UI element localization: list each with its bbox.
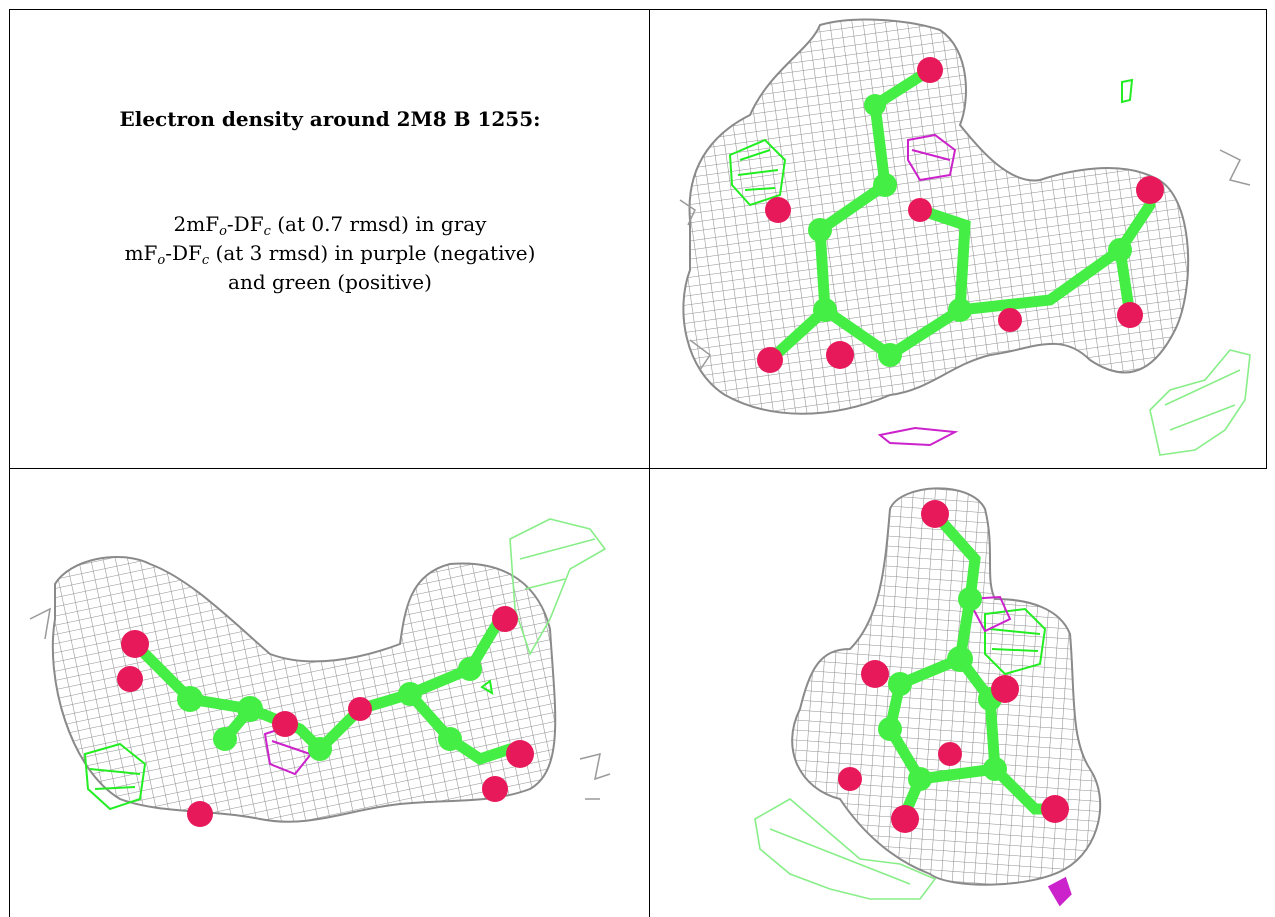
green-mesh-small — [480, 679, 494, 695]
oxygen-atoms — [117, 606, 534, 827]
caption-line-2fofc: 2mFo-DFc (at 0.7 rmsd) in gray — [173, 212, 487, 239]
purple-mesh-negative-upper — [966, 595, 1012, 633]
density-image-3 — [754, 487, 1102, 907]
caption-body: 2mFo-DFc (at 0.7 rmsd) in gray mFo-DFc (… — [10, 210, 649, 297]
density-view-bottom-right — [650, 469, 1267, 917]
green-mesh-small — [1121, 78, 1134, 104]
density-view-bottom-left — [10, 469, 649, 917]
green-mesh-faint — [754, 798, 937, 900]
table-column-divider — [649, 9, 650, 917]
table-border-left — [9, 9, 10, 917]
caption-line-positive: and green (positive) — [228, 270, 432, 294]
density-image-1 — [679, 18, 1251, 456]
gray-mesh-2fofc — [51, 556, 557, 823]
green-mesh-positive — [83, 742, 147, 811]
green-mesh-positive — [984, 607, 1047, 676]
density-image-2 — [29, 518, 611, 827]
caption-line-fofc: mFo-DFc (at 3 rmsd) in purple (negative) — [124, 241, 536, 268]
carbon-atoms — [878, 587, 1007, 791]
carbon-atoms — [808, 94, 1132, 367]
purple-mesh-negative — [1047, 876, 1072, 907]
purple-mesh-negative — [907, 133, 957, 182]
oxygen-atoms — [757, 57, 1164, 373]
caption-cell: Electron density around 2M8 B 1255: 2mFo… — [10, 10, 649, 468]
table-border-right — [1266, 9, 1267, 468]
figure-table: Electron density around 2M8 B 1255: 2mFo… — [9, 9, 1267, 917]
purple-mesh-negative-lower — [877, 426, 959, 447]
gray-mesh-2fofc — [791, 487, 1102, 886]
green-mesh-faint — [509, 518, 607, 656]
density-view-top-right — [650, 10, 1266, 468]
carbon-atoms — [177, 657, 482, 761]
green-mesh-faint — [1149, 349, 1251, 456]
caption-title: Electron density around 2M8 B 1255: — [119, 107, 541, 131]
table-border-top — [9, 9, 1267, 10]
table-row-divider — [9, 468, 1267, 469]
oxygen-atoms — [838, 500, 1069, 833]
gray-mesh-fragments — [29, 607, 611, 800]
green-mesh-positive — [728, 138, 787, 207]
gray-mesh-fragments — [679, 149, 1251, 371]
